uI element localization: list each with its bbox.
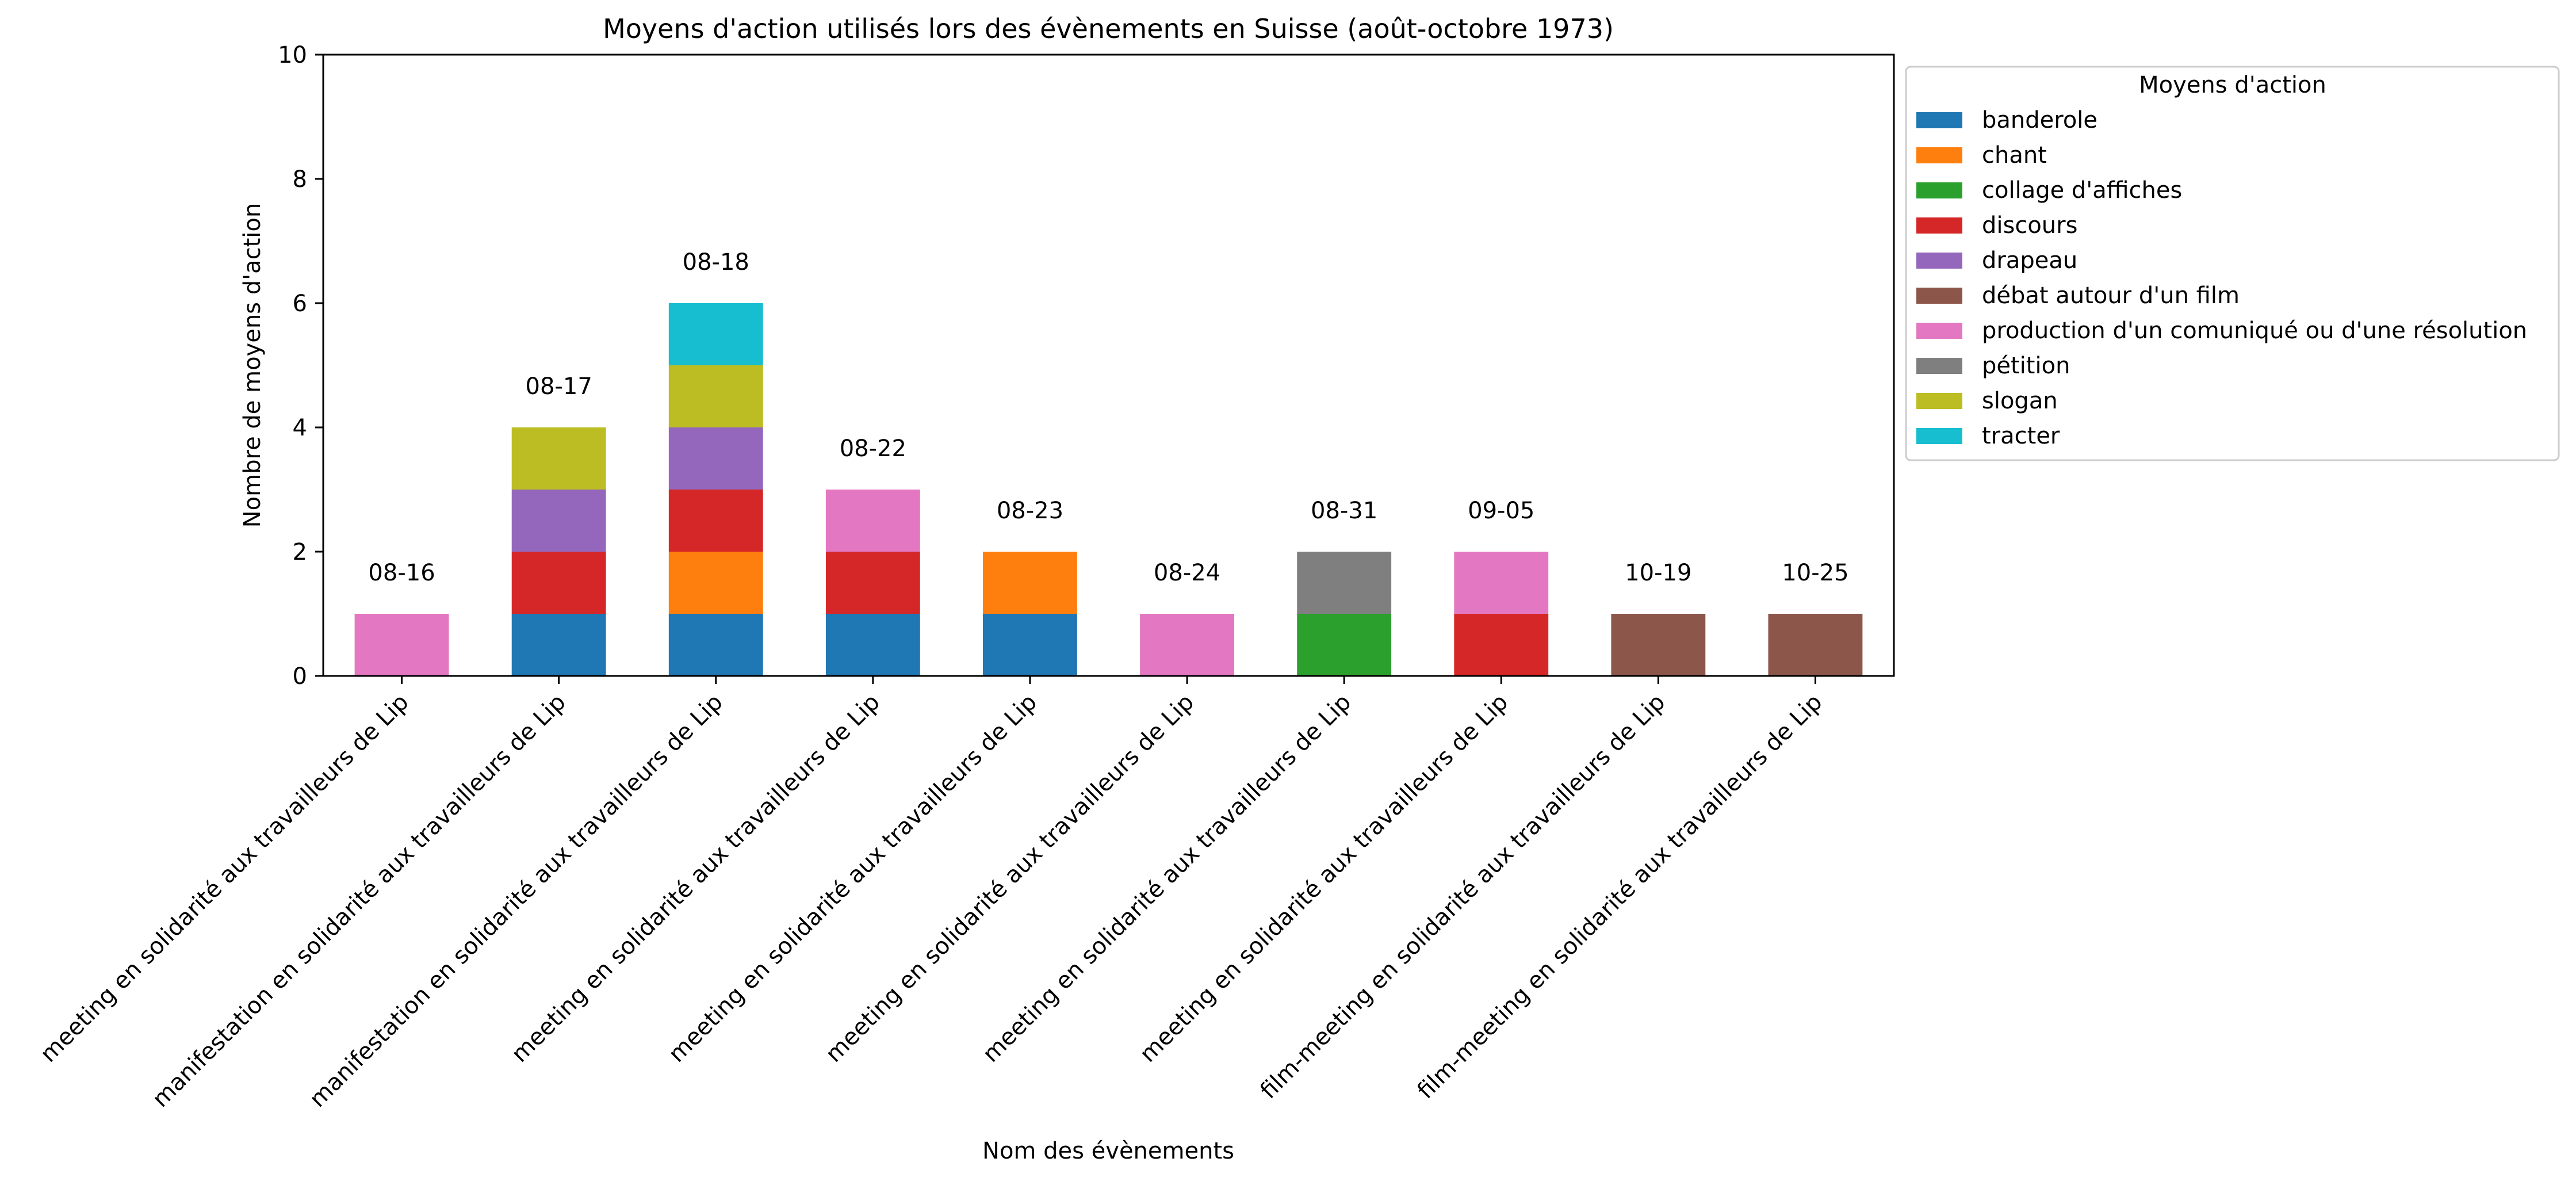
y-tick-label: 6 [293, 291, 307, 317]
legend-swatch [1916, 358, 1962, 374]
legend-items: banderole chant collage d'affiches discours… [1916, 107, 2527, 449]
y-tick-label: 0 [293, 663, 307, 690]
bar-segment [511, 427, 606, 490]
legend-label: drapeau [1982, 247, 2077, 274]
bar-segment [511, 614, 606, 676]
bar-segment [511, 552, 606, 614]
bar-segment [1297, 614, 1392, 676]
legend-swatch [1916, 288, 1962, 304]
legend-swatch [1916, 253, 1962, 269]
bar-segment [668, 365, 763, 427]
legend-frame [1905, 66, 2560, 461]
y-tick-label: 10 [278, 42, 307, 68]
legend-label: banderole [1982, 107, 2097, 133]
chart-title: Moyens d'action utilisés lors des évènem… [603, 13, 1614, 44]
bar-label: 10-19 [1625, 560, 1691, 586]
x-tick-label: meeting en solidarité aux travailleurs d… [978, 689, 1356, 1068]
legend-label: chant [1982, 142, 2047, 169]
x-tick-label: meeting en solidarité aux travailleurs d… [821, 689, 1199, 1068]
bar-segment [983, 552, 1077, 614]
bar-segment [825, 490, 920, 552]
legend-swatch [1916, 428, 1962, 444]
x-axis: meeting en solidarité aux travailleurs d… [35, 676, 1828, 1113]
bar-segment [825, 552, 920, 614]
bar-label: 08-17 [526, 373, 592, 400]
legend-swatch [1916, 112, 1962, 128]
legend-label: slogan [1982, 388, 2058, 414]
y-tick-label: 4 [293, 415, 307, 441]
bar-segment [668, 303, 763, 365]
bar-segment [1611, 614, 1706, 676]
bar-label: 08-23 [997, 498, 1063, 524]
bar-segment [668, 614, 763, 676]
bar-segment [668, 552, 763, 614]
legend-label: discours [1982, 212, 2077, 239]
y-axis: 0 2 4 6 8 10 [278, 42, 323, 690]
bar-segment [1768, 614, 1863, 676]
x-tick-label: meeting en solidarité aux travailleurs d… [507, 689, 885, 1068]
x-tick-label: meeting en solidarité aux travailleurs d… [35, 689, 414, 1068]
bar-label: 09-05 [1468, 498, 1534, 524]
bar-segment [825, 614, 920, 676]
bar-label: 10-25 [1782, 560, 1848, 586]
bar-label: 08-24 [1154, 560, 1220, 586]
plot-frame [322, 53, 1895, 677]
legend-label: collage d'affiches [1982, 177, 2182, 204]
x-tick-label: meeting en solidarité aux travailleurs d… [1135, 689, 1513, 1068]
legend-swatch [1916, 217, 1962, 234]
legend-swatch [1916, 323, 1962, 339]
legend-title: Moyens d'action [2139, 72, 2326, 98]
bar-label: 08-31 [1311, 498, 1377, 524]
legend-swatch [1916, 182, 1962, 198]
y-tick-label: 2 [293, 539, 307, 565]
legend-label: production d'un comuniqué ou d'une résol… [1982, 318, 2527, 344]
legend-label: tracter [1982, 423, 2060, 449]
bar-segment [1140, 614, 1234, 676]
bar-segment [354, 614, 449, 676]
bar-label: 08-16 [368, 560, 435, 586]
bar-segment [983, 614, 1077, 676]
bar-label: 08-22 [840, 435, 906, 462]
legend-label: pétition [1982, 353, 2070, 379]
legend-swatch [1916, 393, 1962, 409]
legend: Moyens d'action banderole chant collage d'… [1905, 66, 2560, 461]
bar-segment [1454, 552, 1549, 614]
bar-segment [668, 490, 763, 552]
bar-label: 08-18 [683, 249, 749, 276]
legend-label: débat autour d'un film [1982, 282, 2240, 309]
legend-swatch [1916, 147, 1962, 163]
bar-segment [668, 427, 763, 490]
y-tick-label: 8 [293, 166, 307, 193]
bar-segment [1454, 614, 1549, 676]
plot-area: 08-16 08-17 08-18 08-22 08-23 08-24 08-31 09-05… [354, 249, 1863, 676]
bar-segment [1297, 552, 1392, 614]
x-axis-label: Nom des évènements [982, 1138, 1234, 1164]
bar-segment [511, 490, 606, 552]
y-axis-label: Nombre de moyens d'action [239, 203, 266, 528]
x-tick-label: meeting en solidarité aux travailleurs d… [664, 689, 1042, 1068]
